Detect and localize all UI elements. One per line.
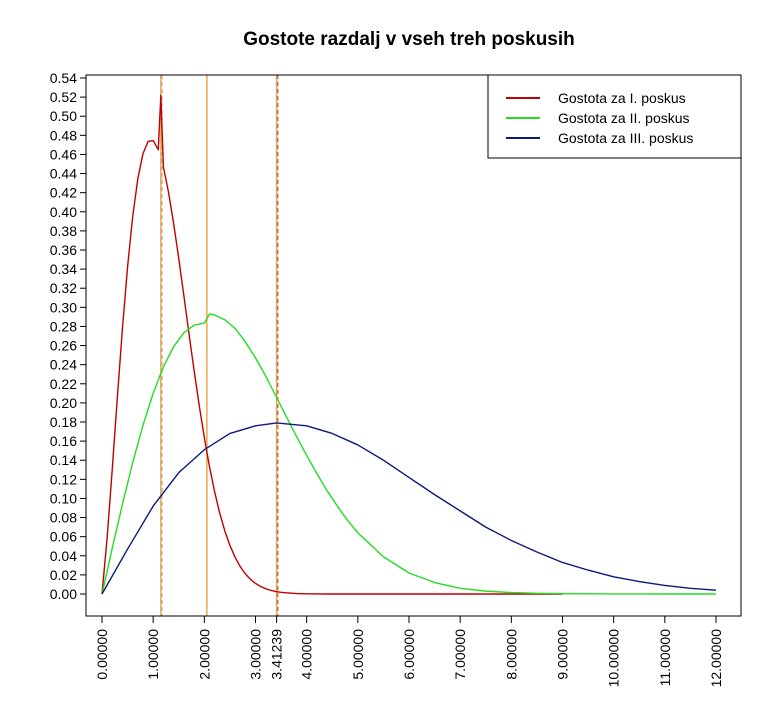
y-tick-label: 0.30	[50, 299, 77, 315]
y-tick-label: 0.40	[50, 204, 77, 220]
y-tick-label: 0.38	[50, 223, 77, 239]
y-tick-label: 0.12	[50, 471, 77, 487]
y-tick-label: 0.08	[50, 510, 77, 526]
series-line-3	[101, 422, 717, 595]
x-tick-label: 0.00000	[94, 629, 110, 680]
y-tick-label: 0.34	[50, 261, 77, 277]
y-tick-label: 0.22	[50, 376, 77, 392]
y-tick-label: 0.28	[50, 318, 77, 334]
x-tick-label: 5.00000	[350, 629, 366, 680]
series-line-1	[101, 94, 563, 595]
axes: 0.00 0.02 0.04 0.06 0.08 0.10 0.12 0.14 0.16 0.18…	[50, 70, 742, 687]
y-tick-label: 0.52	[50, 89, 77, 105]
y-tick-label: 0.50	[50, 108, 77, 124]
y-tick-label: 0.02	[50, 567, 77, 583]
y-tick-label: 0.42	[50, 185, 77, 201]
y-tick-label: 0.48	[50, 127, 77, 143]
legend: Gostota za I. poskus Gostota za II. posku…	[487, 74, 742, 159]
x-tick-label: 6.00000	[401, 629, 417, 680]
y-tick-label: 0.04	[50, 548, 77, 564]
x-tick-label: 9.00000	[555, 629, 571, 680]
x-tick-label: 1.00000	[145, 629, 161, 680]
x-axis: 0.00000 1.00000 2.00000 3.00000 3.41239 4.000…	[94, 616, 724, 687]
legend-entry: Gostota za III. poskus	[558, 130, 693, 146]
x-tick-label: 3.00000	[248, 629, 264, 680]
x-tick-label: 3.41239	[269, 629, 285, 680]
legend-entry: Gostota za I. poskus	[558, 90, 686, 106]
x-tick-label: 4.00000	[299, 629, 315, 680]
x-tick-label: 8.00000	[503, 629, 519, 680]
series-line-2	[101, 313, 716, 595]
x-tick-label: 12.00000	[708, 629, 724, 688]
y-tick-label: 0.10	[50, 490, 77, 506]
x-tick-label: 7.00000	[452, 629, 468, 680]
x-tick-label: 2.00000	[196, 629, 212, 680]
plot-area	[101, 75, 717, 616]
y-tick-label: 0.20	[50, 395, 77, 411]
y-axis: 0.00 0.02 0.04 0.06 0.08 0.10 0.12 0.14 0.16 0.18…	[50, 70, 86, 602]
y-tick-label: 0.36	[50, 242, 77, 258]
y-tick-label: 0.14	[50, 452, 77, 468]
x-tick-label: 11.00000	[657, 629, 673, 687]
x-tick-label: 10.00000	[606, 629, 622, 688]
y-tick-label: 0.24	[50, 357, 77, 373]
y-tick-label: 0.16	[50, 433, 77, 449]
legend-box	[487, 74, 742, 159]
y-tick-label: 0.00	[50, 586, 77, 602]
y-tick-label: 0.54	[50, 70, 77, 86]
y-tick-label: 0.18	[50, 414, 77, 430]
y-tick-label: 0.06	[50, 529, 77, 545]
y-tick-label: 0.46	[50, 146, 77, 162]
legend-entry: Gostota za II. poskus	[558, 110, 690, 126]
y-tick-label: 0.44	[50, 166, 77, 182]
chart-title: Gostote razdalj v vseh treh poskusih	[243, 29, 575, 50]
y-tick-label: 0.26	[50, 338, 77, 354]
y-tick-label: 0.32	[50, 280, 77, 296]
